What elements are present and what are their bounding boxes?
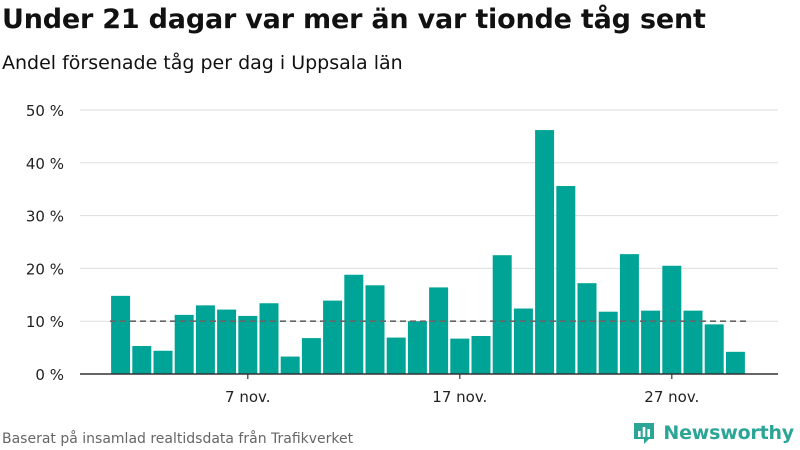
bar [407,321,427,374]
bar [492,255,512,374]
bar [662,265,682,374]
brand-name: Newsworthy [663,422,794,444]
bar [386,337,406,374]
bar [577,283,597,374]
bar [280,356,300,374]
bar [725,351,745,374]
bar [513,308,533,374]
source-note: Baserat på insamlad realtidsdata från Tr… [2,431,354,447]
y-tick-label: 50 % [26,102,64,120]
bar [344,274,364,374]
bar [259,303,279,374]
y-tick-label: 20 % [26,260,64,278]
bar [238,315,258,374]
bars [111,130,745,374]
bar [365,285,385,374]
bar [195,305,215,374]
bar [471,335,491,374]
x-tick-label: 27 nov. [644,388,699,406]
bar [450,338,470,374]
bar [111,295,131,374]
bar [598,311,618,374]
newsworthy-logo-icon [634,423,655,444]
bar [323,300,343,374]
bar [619,254,639,374]
brand-logo-link[interactable]: Newsworthy [631,419,794,447]
bar [683,310,703,374]
bar [535,130,555,374]
y-tick-label: 0 % [35,366,64,384]
bar [429,287,449,374]
x-tick-label: 17 nov. [432,388,487,406]
y-tick-label: 30 % [26,208,64,226]
x-axis-tick-labels: 7 nov. 17 nov. 27 nov. [225,388,699,406]
bar [174,314,194,374]
bar [217,309,237,374]
chart-subtitle: Andel försenade tåg per dag i Uppsala lä… [2,52,403,74]
chart-title: Under 21 dagar var mer än var tionde tåg… [2,4,706,35]
bar [301,338,321,374]
bar [153,350,173,374]
x-axis [80,373,778,379]
y-tick-label: 10 % [26,313,64,331]
x-tick-label: 7 nov. [225,388,270,406]
bar [132,346,152,374]
bar [556,186,576,374]
bar [641,310,661,374]
y-tick-label: 40 % [26,155,64,173]
bar [704,324,724,374]
y-axis-tick-labels: 0 % 10 % 20 % 30 % 40 % 50 % [26,102,64,384]
